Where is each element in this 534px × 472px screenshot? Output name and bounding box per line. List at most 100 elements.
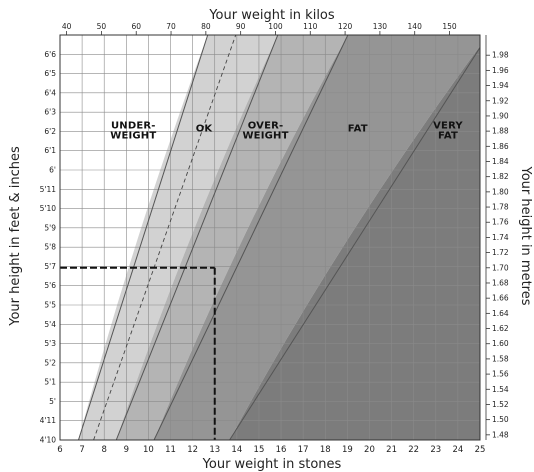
top-tick-label: 100 [268, 22, 283, 31]
bottom-tick-label: 10 [143, 445, 154, 455]
top-tick-label: 90 [236, 22, 246, 31]
example-marker [60, 266, 216, 440]
left-tick-label: 5'4 [44, 320, 56, 329]
left-tick-label: 5'1 [44, 378, 56, 387]
bottom-tick-label: 15 [254, 445, 265, 455]
right-tick-label: 1.70 [492, 263, 509, 272]
right-tick-label: 1.50 [492, 415, 509, 424]
right-tick-label: 1.94 [492, 81, 509, 90]
left-tick-label: 6' [49, 166, 56, 175]
left-tick-label: 6'4 [44, 88, 56, 97]
bottom-axis-title: Your weight in stones [202, 457, 342, 472]
right-tick-label: 1.92 [492, 96, 509, 105]
zone-label: VERY [433, 120, 463, 131]
right-tick-label: 1.60 [492, 339, 509, 348]
right-tick-label: 1.84 [492, 157, 509, 166]
right-tick-label: 1.74 [492, 233, 509, 242]
top-axis-title: Your weight in kilos [208, 8, 335, 23]
tick-labels: 40 50 60 70 80 90 100 110 120 130 140 150 6 7 8 9 10 11 12… [40, 22, 509, 455]
bottom-tick-label: 6 [57, 445, 62, 455]
left-tick-label: 5'5 [44, 301, 56, 310]
left-tick-label: 6'2 [44, 127, 56, 136]
right-tick-label: 1.56 [492, 370, 509, 379]
bottom-tick-label: 22 [408, 445, 419, 455]
top-tick-label: 150 [442, 22, 457, 31]
left-tick-label: 5'8 [44, 243, 56, 252]
zone-label: WEIGHT [242, 130, 288, 141]
right-tick-label: 1.64 [492, 309, 509, 318]
boundary-line [77, 35, 209, 440]
reference-dashed-line [93, 35, 237, 440]
left-tick-label: 5'3 [44, 339, 56, 348]
bottom-tick-label: 16 [276, 445, 287, 455]
zone-2 [116, 35, 348, 440]
top-tick-label: 50 [97, 22, 107, 31]
left-tick-label: 5'9 [44, 223, 56, 232]
bottom-tick-label: 12 [187, 445, 198, 455]
bottom-tick-label: 19 [342, 445, 353, 455]
zone-label: WEIGHT [110, 130, 156, 141]
left-tick-label: 5'6 [44, 281, 56, 290]
top-tick-label: 80 [201, 22, 211, 31]
top-tick-label: 130 [373, 22, 388, 31]
right-tick-label: 1.72 [492, 248, 509, 257]
zone-fills [60, 35, 480, 440]
right-tick-label: 1.90 [492, 111, 509, 120]
bottom-tick-label: 24 [452, 445, 463, 455]
right-tick-label: 1.68 [492, 278, 509, 287]
top-tick-label: 110 [303, 22, 318, 31]
bottom-tick-label: 25 [475, 445, 486, 455]
right-tick-label: 1.48 [492, 430, 509, 439]
bottom-tick-label: 23 [430, 445, 441, 455]
right-tick-label: 1.52 [492, 400, 509, 409]
left-tick-label: 6'1 [44, 146, 56, 155]
top-tick-label: 60 [131, 22, 141, 31]
right-tick-label: 1.78 [492, 203, 509, 212]
right-tick-label: 1.82 [492, 172, 509, 181]
bottom-tick-label: 7 [79, 445, 84, 455]
plot-frame [59, 34, 481, 441]
right-tick-label: 1.98 [492, 51, 509, 60]
bottom-tick-label: 18 [320, 445, 331, 455]
bottom-tick-label: 20 [364, 445, 375, 455]
right-tick-label: 1.96 [492, 66, 509, 75]
bottom-tick-label: 14 [231, 445, 242, 455]
left-tick-label: 6'5 [44, 69, 56, 78]
boundary-line [115, 35, 279, 440]
bottom-tick-label: 17 [298, 445, 309, 455]
right-tick-label: 1.58 [492, 354, 509, 363]
zone-boundaries [77, 35, 480, 440]
right-axis-title: Your height in metres [518, 165, 533, 305]
right-tick-label: 1.76 [492, 218, 509, 227]
left-tick-label: 5'11 [40, 185, 57, 194]
bottom-tick-label: 9 [124, 445, 129, 455]
bottom-tick-label: 11 [165, 445, 176, 455]
right-tick-label: 1.80 [492, 187, 509, 196]
left-tick-label: 5'10 [40, 204, 57, 213]
top-tick-label: 40 [62, 22, 72, 31]
bottom-tick-label: 8 [101, 445, 106, 455]
zone-3 [154, 35, 480, 440]
zone-label: OK [196, 123, 214, 134]
left-tick-label: 5' [49, 397, 56, 406]
zone-label: FAT [348, 123, 368, 134]
top-tick-label: 140 [408, 22, 423, 31]
zone-label: OVER- [248, 120, 284, 131]
top-tick-label: 70 [166, 22, 176, 31]
zone-1 [78, 35, 278, 440]
left-tick-label: 6'6 [44, 50, 56, 59]
bottom-tick-label: 13 [209, 445, 220, 455]
boundary-line [153, 35, 349, 440]
right-tick-label: 1.66 [492, 294, 509, 303]
left-tick-label: 6'3 [44, 108, 56, 117]
right-tick-label: 1.88 [492, 127, 509, 136]
left-tick-label: 5'7 [44, 262, 56, 271]
zone-label: FAT [438, 130, 458, 141]
left-axis-title: Your height in feet & inches [8, 146, 23, 327]
left-tick-label: 4'11 [40, 416, 57, 425]
right-tick-label: 1.62 [492, 324, 509, 333]
top-tick-label: 120 [338, 22, 353, 31]
left-tick-label: 5'2 [44, 358, 56, 367]
